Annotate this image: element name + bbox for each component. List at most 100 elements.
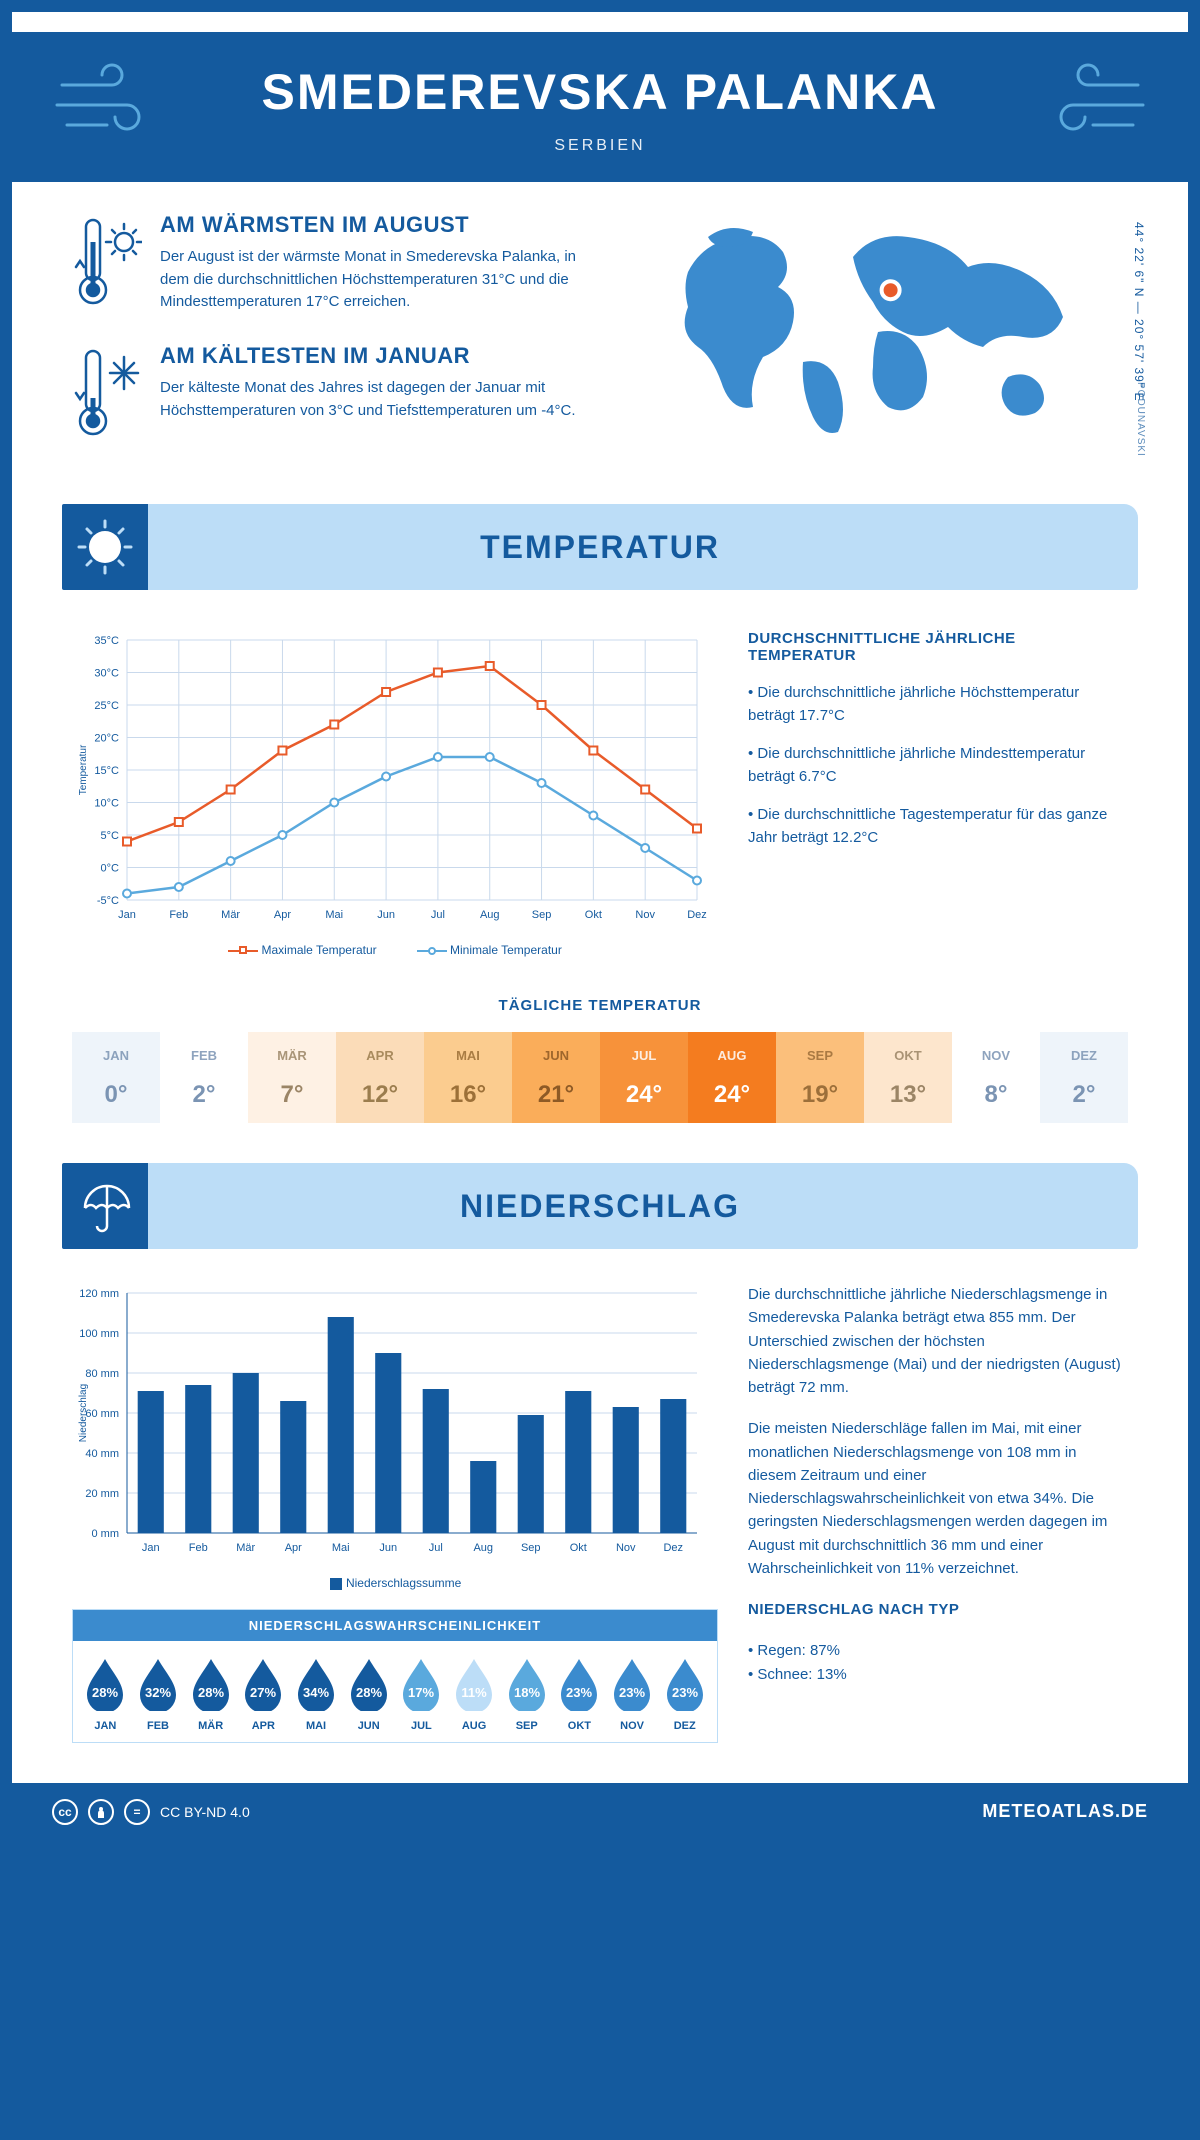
svg-text:Jan: Jan bbox=[142, 1542, 160, 1554]
precip-title: NIEDERSCHLAG bbox=[148, 1188, 1138, 1225]
svg-text:15°C: 15°C bbox=[94, 765, 119, 777]
svg-text:Jul: Jul bbox=[429, 1542, 443, 1554]
svg-text:Okt: Okt bbox=[585, 909, 602, 921]
temperature-banner: TEMPERATUR bbox=[62, 504, 1138, 590]
svg-text:Mai: Mai bbox=[332, 1542, 350, 1554]
svg-text:Aug: Aug bbox=[473, 1542, 493, 1554]
svg-text:Feb: Feb bbox=[169, 909, 188, 921]
svg-text:28%: 28% bbox=[92, 1685, 118, 1700]
svg-text:35°C: 35°C bbox=[94, 635, 119, 647]
daily-cell: MÄR7° bbox=[248, 1032, 336, 1123]
header: SMEDEREVSKA PALANKA SERBIEN bbox=[12, 32, 1188, 182]
temp-bullet: • Die durchschnittliche jährliche Höchst… bbox=[748, 682, 1128, 727]
svg-text:Nov: Nov bbox=[635, 909, 655, 921]
daily-cell: OKT13° bbox=[864, 1032, 952, 1123]
legend-precip: Niederschlagssumme bbox=[329, 1576, 462, 1591]
daily-temp-title: TÄGLICHE TEMPERATUR bbox=[12, 997, 1188, 1014]
prob-drop: 23% DEZ bbox=[658, 1655, 711, 1732]
svg-text:34%: 34% bbox=[303, 1685, 329, 1700]
location-marker-icon bbox=[882, 281, 900, 299]
svg-text:Dez: Dez bbox=[663, 1542, 683, 1554]
svg-text:120 mm: 120 mm bbox=[79, 1288, 119, 1300]
precip-probability-box: NIEDERSCHLAGSWAHRSCHEINLICHKEIT 28% JAN … bbox=[72, 1609, 718, 1743]
svg-text:Okt: Okt bbox=[570, 1542, 587, 1554]
page-title: SMEDEREVSKA PALANKA bbox=[232, 59, 969, 125]
svg-text:32%: 32% bbox=[145, 1685, 171, 1700]
svg-text:100 mm: 100 mm bbox=[79, 1328, 119, 1340]
daily-temp-strip: JAN0°FEB2°MÄR7°APR12°MAI16°JUN21°JUL24°A… bbox=[72, 1032, 1128, 1123]
temperature-chart: -5°C0°C5°C10°C15°C20°C25°C30°C35°CJanFeb… bbox=[72, 630, 718, 957]
svg-text:Aug: Aug bbox=[480, 909, 500, 921]
svg-text:-5°C: -5°C bbox=[97, 895, 119, 907]
svg-text:11%: 11% bbox=[461, 1685, 487, 1700]
svg-text:Jun: Jun bbox=[379, 1542, 397, 1554]
prob-drop: 11% AUG bbox=[448, 1655, 501, 1732]
site-name: METEOATLAS.DE bbox=[982, 1801, 1148, 1822]
precip-banner: NIEDERSCHLAG bbox=[62, 1163, 1138, 1249]
svg-text:25°C: 25°C bbox=[94, 700, 119, 712]
precip-p2: Die meisten Niederschläge fallen im Mai,… bbox=[748, 1417, 1128, 1580]
thermometer-hot-icon bbox=[72, 212, 142, 317]
prob-drop: 18% SEP bbox=[500, 1655, 553, 1732]
wind-icon bbox=[52, 55, 162, 159]
svg-text:40 mm: 40 mm bbox=[85, 1448, 119, 1460]
svg-text:30°C: 30°C bbox=[94, 668, 119, 680]
license-text: CC BY-ND 4.0 bbox=[160, 1804, 250, 1820]
cc-icon: cc bbox=[52, 1799, 78, 1825]
daily-cell: JAN0° bbox=[72, 1032, 160, 1123]
coldest-block: AM KÄLTESTEN IM JANUAR Der kälteste Mona… bbox=[72, 343, 638, 448]
page-root: SMEDEREVSKA PALANKA SERBIEN AM WÄRMSTEN … bbox=[12, 12, 1188, 1841]
svg-text:Temperatur: Temperatur bbox=[78, 744, 89, 795]
svg-text:27%: 27% bbox=[250, 1685, 276, 1700]
temperature-summary: DURCHSCHNITTLICHE JÄHRLICHE TEMPERATUR •… bbox=[748, 630, 1128, 957]
prob-title: NIEDERSCHLAGSWAHRSCHEINLICHKEIT bbox=[73, 1610, 717, 1641]
wind-icon bbox=[1038, 55, 1148, 159]
intro-section: AM WÄRMSTEN IM AUGUST Der August ist der… bbox=[12, 182, 1188, 484]
thermometer-cold-icon bbox=[72, 343, 142, 448]
prob-drop: 28% JUN bbox=[342, 1655, 395, 1732]
daily-cell: DEZ2° bbox=[1040, 1032, 1128, 1123]
svg-text:23%: 23% bbox=[672, 1685, 698, 1700]
svg-text:20°C: 20°C bbox=[94, 733, 119, 745]
svg-text:23%: 23% bbox=[566, 1685, 592, 1700]
svg-text:10°C: 10°C bbox=[94, 798, 119, 810]
temp-side-heading: DURCHSCHNITTLICHE JÄHRLICHE TEMPERATUR bbox=[748, 630, 1128, 664]
by-icon bbox=[88, 1799, 114, 1825]
daily-cell: AUG24° bbox=[688, 1032, 776, 1123]
svg-text:Mär: Mär bbox=[221, 909, 240, 921]
prob-drop: 28% JAN bbox=[79, 1655, 132, 1732]
warmest-body: Der August ist der wärmste Monat in Smed… bbox=[160, 246, 580, 314]
daily-cell: FEB2° bbox=[160, 1032, 248, 1123]
precip-summary: Die durchschnittliche jährliche Niedersc… bbox=[748, 1283, 1128, 1743]
legend-min: Minimale Temperatur bbox=[417, 943, 562, 957]
daily-cell: NOV8° bbox=[952, 1032, 1040, 1123]
temp-bullet: • Die durchschnittliche Tagestemperatur … bbox=[748, 804, 1128, 849]
coldest-heading: AM KÄLTESTEN IM JANUAR bbox=[160, 343, 580, 369]
svg-text:20 mm: 20 mm bbox=[85, 1488, 119, 1500]
prob-drop: 27% APR bbox=[237, 1655, 290, 1732]
prob-drop: 32% FEB bbox=[132, 1655, 185, 1732]
daily-cell: JUL24° bbox=[600, 1032, 688, 1123]
precip-bar-chart: 0 mm20 mm40 mm60 mm80 mm100 mm120 mmNied… bbox=[72, 1283, 712, 1563]
svg-text:Jun: Jun bbox=[377, 909, 395, 921]
svg-text:Apr: Apr bbox=[274, 909, 291, 921]
svg-text:17%: 17% bbox=[408, 1685, 434, 1700]
coordinates: 44° 22' 6" N — 20° 57' 39" E bbox=[1132, 222, 1146, 401]
daily-cell: APR12° bbox=[336, 1032, 424, 1123]
svg-text:18%: 18% bbox=[514, 1685, 540, 1700]
daily-cell: SEP19° bbox=[776, 1032, 864, 1123]
daily-cell: MAI16° bbox=[424, 1032, 512, 1123]
svg-text:0 mm: 0 mm bbox=[92, 1528, 120, 1540]
prob-drop: 28% MÄR bbox=[184, 1655, 237, 1732]
warmest-heading: AM WÄRMSTEN IM AUGUST bbox=[160, 212, 580, 238]
svg-text:Sep: Sep bbox=[532, 909, 552, 921]
temp-bullet: • Die durchschnittliche jährliche Mindes… bbox=[748, 743, 1128, 788]
map-box: 44° 22' 6" N — 20° 57' 39" E PODUNAVSKI bbox=[668, 212, 1128, 474]
svg-text:Nov: Nov bbox=[616, 1542, 636, 1554]
region-label: PODUNAVSKI bbox=[1135, 382, 1146, 457]
svg-text:28%: 28% bbox=[198, 1685, 224, 1700]
umbrella-icon bbox=[62, 1163, 148, 1249]
prob-drop: 23% NOV bbox=[606, 1655, 659, 1732]
prob-drop: 17% JUL bbox=[395, 1655, 448, 1732]
svg-text:0°C: 0°C bbox=[101, 863, 120, 875]
